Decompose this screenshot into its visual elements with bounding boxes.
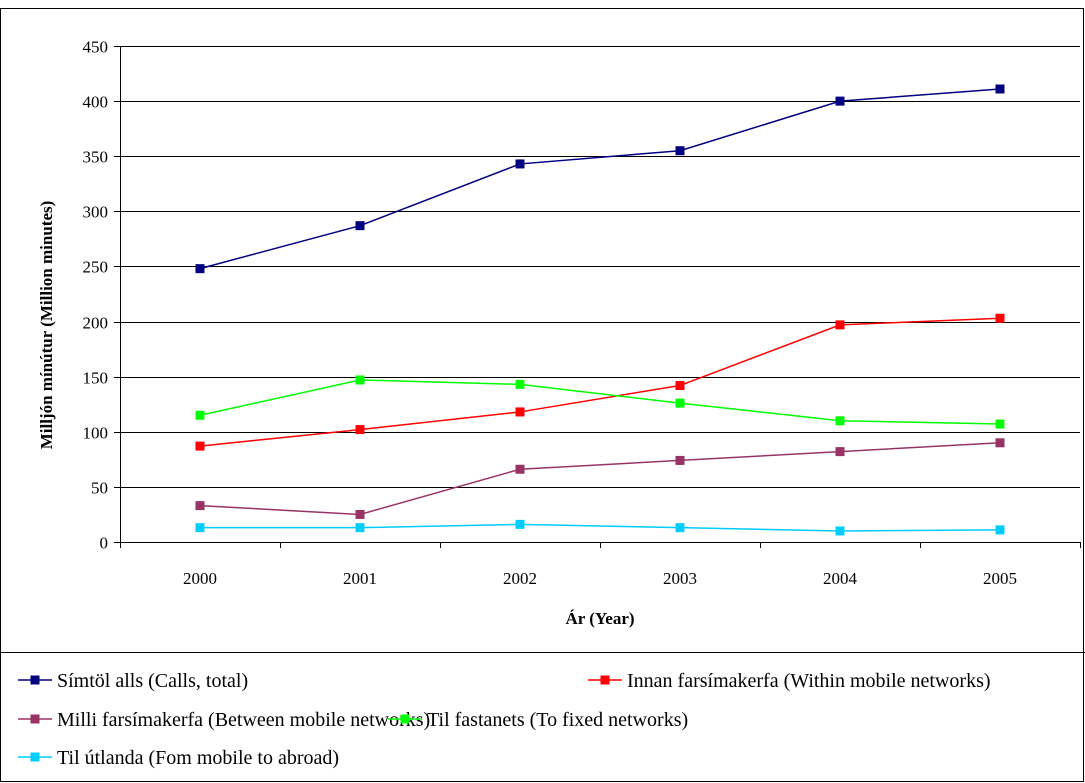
data-point bbox=[515, 464, 525, 474]
y-tick-label: 250 bbox=[83, 258, 109, 277]
y-axis-title: Milljón mínútur (Million minutes) bbox=[37, 201, 56, 450]
data-point bbox=[835, 526, 845, 536]
x-axis: 2000 2001 2002 2003 2004 2005 bbox=[120, 542, 1081, 588]
data-point bbox=[195, 441, 205, 451]
x-axis-title: Ár (Year) bbox=[565, 609, 634, 628]
data-point bbox=[195, 410, 205, 420]
series-line bbox=[199, 379, 1001, 425]
y-tick-label: 50 bbox=[91, 479, 108, 498]
x-tick-label: 2004 bbox=[823, 569, 858, 588]
data-point bbox=[195, 523, 205, 533]
legend-label: Til fastanets (To fixed networks) bbox=[427, 709, 688, 731]
data-point bbox=[675, 523, 685, 533]
y-tick-label: 100 bbox=[83, 424, 109, 443]
data-point bbox=[995, 525, 1005, 535]
data-point bbox=[515, 159, 525, 169]
data-point bbox=[675, 380, 685, 390]
data-point bbox=[355, 375, 365, 385]
y-tick-label: 300 bbox=[83, 203, 109, 222]
y-axis: 0 50 100 150 200 250 300 350 400 450 bbox=[83, 38, 121, 553]
legend-label: Innan farsímakerfa (Within mobile networ… bbox=[627, 670, 991, 692]
series-lines bbox=[195, 84, 1005, 536]
y-tick-label: 0 bbox=[100, 534, 109, 553]
data-point bbox=[675, 398, 685, 408]
data-point bbox=[835, 320, 845, 330]
data-point bbox=[355, 523, 365, 533]
data-point bbox=[835, 416, 845, 426]
x-tick-label: 2005 bbox=[983, 569, 1017, 588]
legend-item: Innan farsímakerfa (Within mobile networ… bbox=[588, 670, 991, 692]
data-point bbox=[195, 264, 205, 274]
legend-label: Til útlanda (Fom mobile to abroad) bbox=[57, 747, 339, 769]
y-tick-label: 400 bbox=[83, 93, 109, 112]
series-group bbox=[195, 375, 1005, 429]
data-point bbox=[835, 447, 845, 457]
legend-marker bbox=[30, 752, 40, 762]
series-line bbox=[199, 442, 1001, 516]
data-point bbox=[355, 509, 365, 519]
data-point bbox=[835, 96, 845, 106]
series-group bbox=[195, 519, 1005, 536]
y-tick-label: 200 bbox=[83, 314, 109, 333]
data-point bbox=[995, 419, 1005, 429]
legend-item: Milli farsímakerfa (Between mobile netwo… bbox=[18, 709, 430, 731]
series-group bbox=[195, 313, 1005, 451]
y-tick-label: 150 bbox=[83, 369, 109, 388]
legend-item: Til fastanets (To fixed networks) bbox=[388, 709, 688, 731]
legend: Símtöl alls (Calls, total) Innan farsímak… bbox=[18, 670, 991, 769]
x-tick-label: 2001 bbox=[343, 569, 377, 588]
y-tick-label: 350 bbox=[83, 148, 109, 167]
chart-border bbox=[0, 8, 1084, 782]
legend-marker bbox=[30, 714, 40, 724]
y-tick-label: 450 bbox=[83, 38, 109, 57]
legend-label: Milli farsímakerfa (Between mobile netwo… bbox=[57, 709, 430, 731]
series-line bbox=[199, 88, 1001, 270]
x-tick-label: 2003 bbox=[663, 569, 697, 588]
data-point bbox=[995, 84, 1005, 94]
legend-item: Símtöl alls (Calls, total) bbox=[18, 670, 248, 692]
data-point bbox=[515, 379, 525, 389]
series-group bbox=[195, 438, 1005, 519]
data-point bbox=[355, 221, 365, 231]
legend-marker bbox=[400, 714, 410, 724]
series-group bbox=[195, 84, 1005, 274]
data-point bbox=[995, 438, 1005, 448]
series-line bbox=[199, 317, 1001, 447]
data-point bbox=[675, 146, 685, 156]
legend-label: Símtöl alls (Calls, total) bbox=[57, 670, 248, 692]
x-tick-label: 2000 bbox=[183, 569, 217, 588]
legend-marker bbox=[600, 675, 610, 685]
data-point bbox=[195, 501, 205, 511]
data-point bbox=[355, 425, 365, 435]
legend-item: Til útlanda (Fom mobile to abroad) bbox=[18, 747, 339, 769]
series-line bbox=[200, 523, 1001, 532]
data-point bbox=[515, 519, 525, 529]
data-point bbox=[515, 407, 525, 417]
data-point bbox=[995, 313, 1005, 323]
gridlines bbox=[120, 46, 1080, 488]
legend-marker bbox=[30, 675, 40, 685]
x-tick-label: 2002 bbox=[503, 569, 537, 588]
data-point bbox=[675, 455, 685, 465]
